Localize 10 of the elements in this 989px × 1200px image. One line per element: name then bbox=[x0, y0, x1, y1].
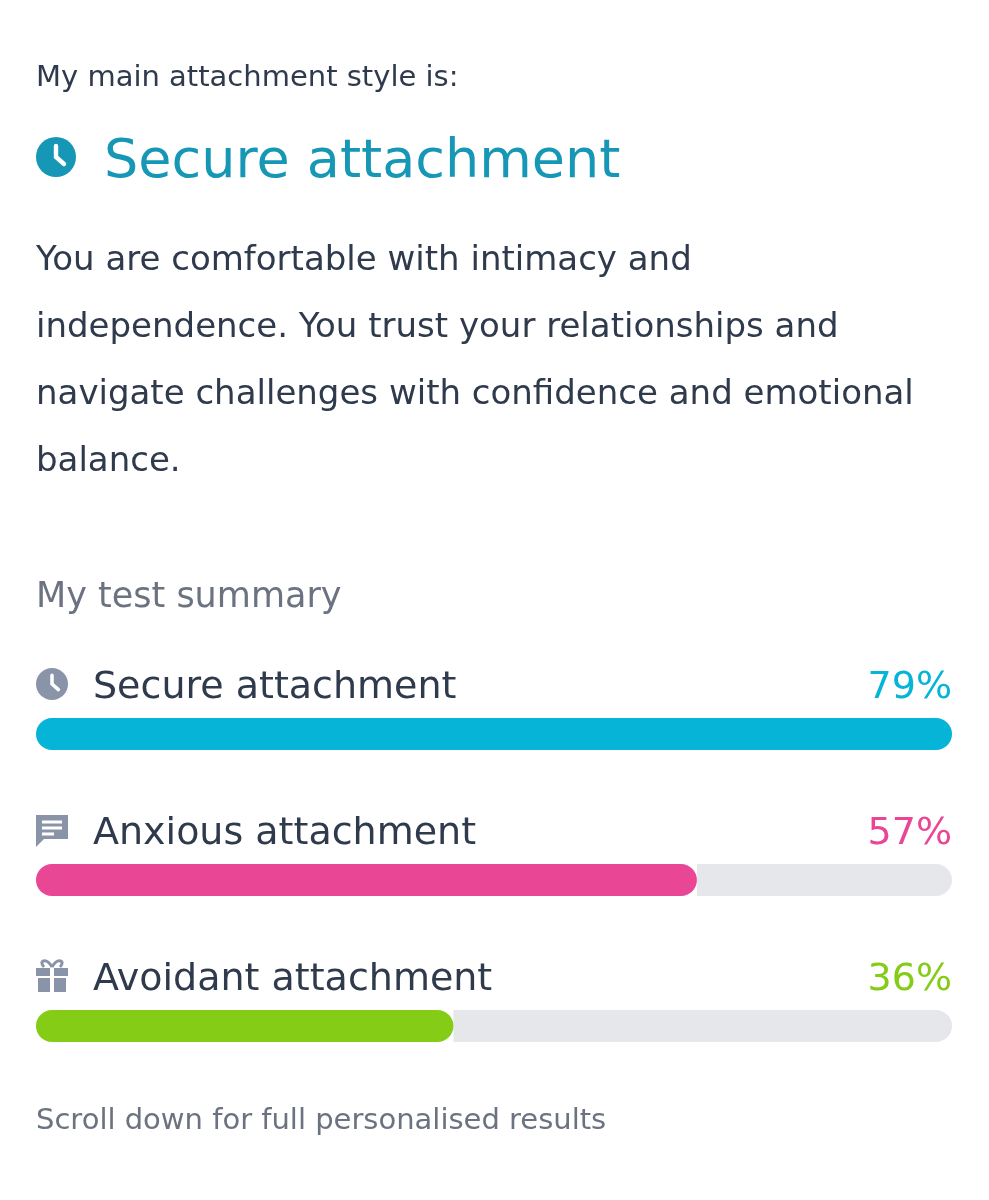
data-label: 57% bbox=[867, 809, 952, 853]
y-tick-label: Secure attachment bbox=[93, 663, 457, 707]
data-label: 36% bbox=[867, 955, 952, 999]
y-tick-label: Avoidant attachment bbox=[93, 955, 493, 999]
annotation: My test summary bbox=[36, 575, 342, 615]
y-tick-label: Anxious attachment bbox=[93, 809, 477, 853]
text: Scroll down for full personalised results bbox=[36, 1102, 607, 1136]
text: You are comfortable with intimacy and independence. You trust your relationships and navigate challenges with confidence and emotional balance. bbox=[35, 238, 914, 479]
data-label: 79% bbox=[867, 663, 952, 707]
chart-subtitle: My main attachment style is: bbox=[36, 59, 459, 93]
